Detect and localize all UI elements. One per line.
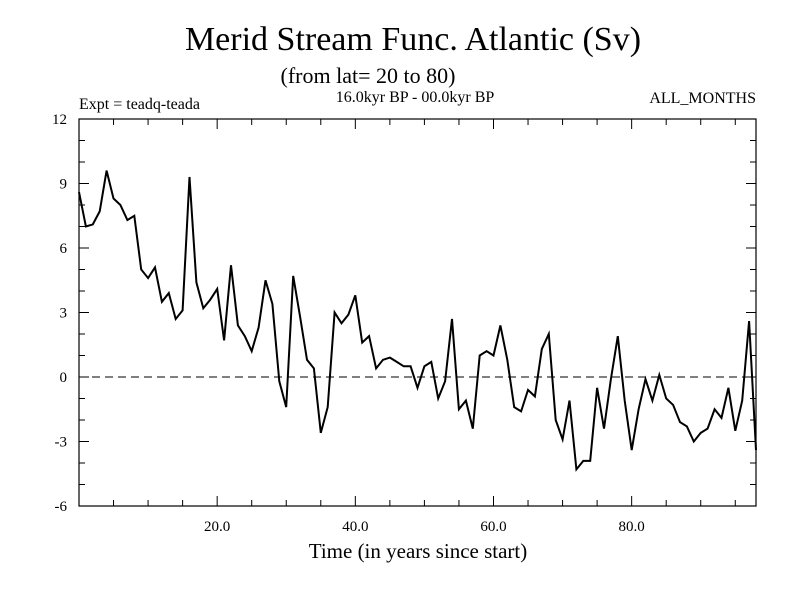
y-tick-label: 9	[60, 177, 68, 193]
plot-frame	[78, 118, 757, 507]
y-tick-label: 0	[60, 370, 68, 386]
x-tick-label: 80.0	[619, 519, 645, 535]
x-tick-label: 60.0	[480, 519, 506, 535]
y-tick-label: 12	[52, 112, 67, 128]
months-label: ALL_MONTHS	[649, 90, 756, 107]
series-line	[78, 170, 757, 472]
axis-ticks	[79, 119, 756, 506]
y-tick-label: -3	[55, 435, 68, 451]
x-axis-label: Time (in years since start)	[309, 539, 528, 563]
x-tick-label: 40.0	[342, 519, 368, 535]
period-label: 16.0kyr BP - 00.0kyr BP	[336, 89, 495, 106]
expt-label: Expt = teadq-teada	[79, 96, 200, 113]
axis-tick-labels: 20.0 40.0 60.0 80.0 -6 -3 0 3 6 9 12	[52, 112, 645, 535]
y-tick-label: 3	[60, 306, 68, 322]
y-tick-label: -6	[55, 499, 68, 515]
chart-subtitle: (from lat= 20 to 80)	[281, 63, 456, 88]
x-tick-label: 20.0	[204, 519, 230, 535]
y-tick-label: 6	[60, 241, 68, 257]
chart-title: Merid Stream Func. Atlantic (Sv)	[185, 21, 641, 58]
